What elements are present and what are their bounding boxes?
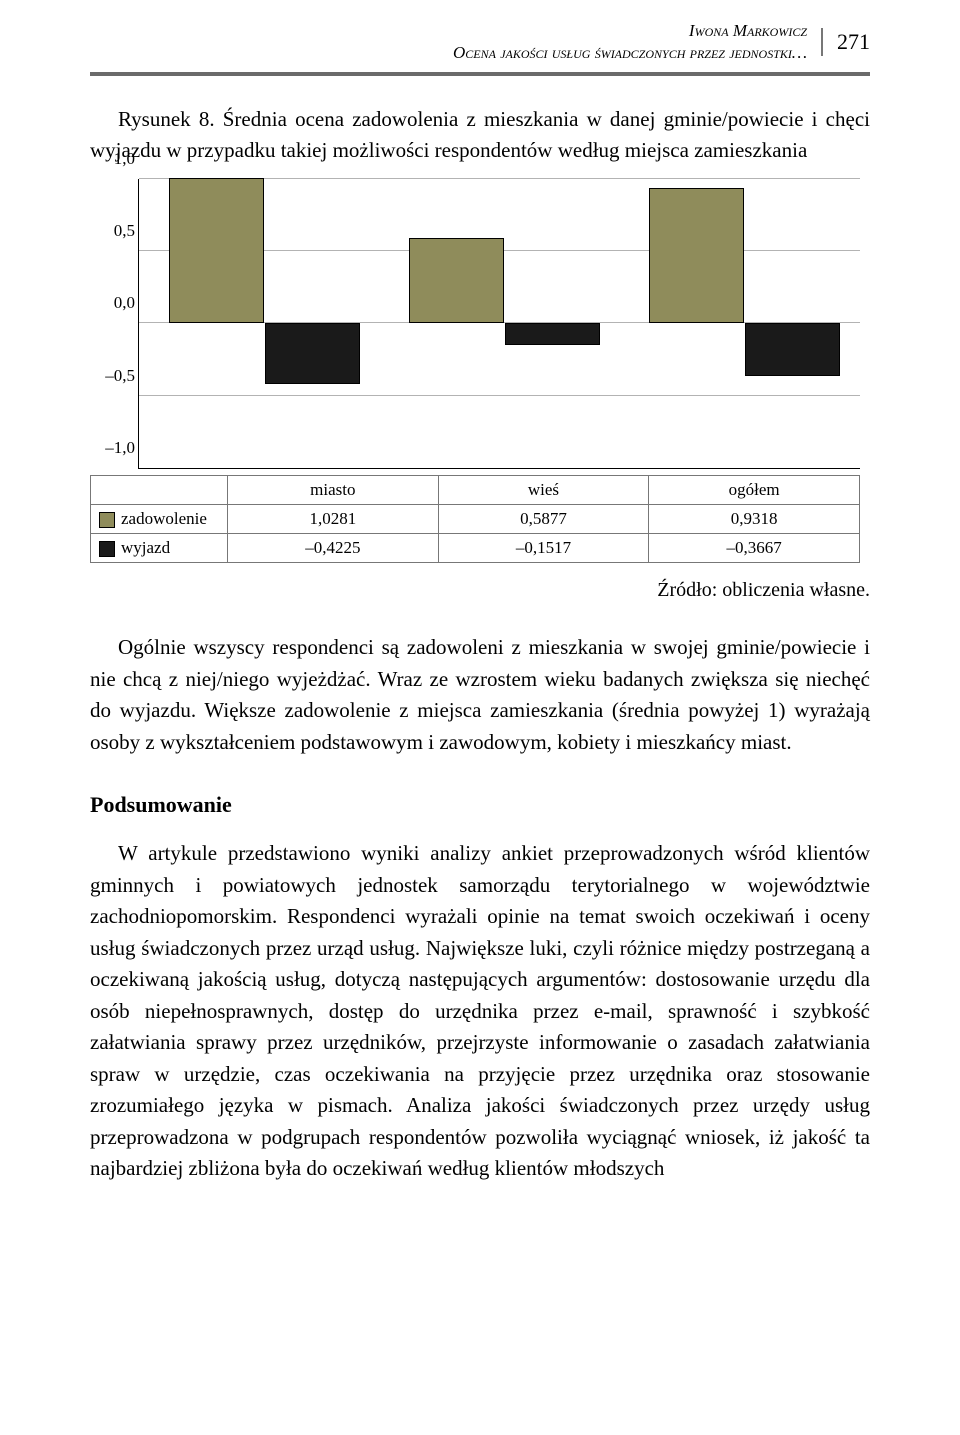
table-row: zadowolenie 1,0281 0,5877 0,9318 <box>91 505 860 534</box>
legend-label: wyjazd <box>121 538 170 557</box>
paragraph-discussion: Ogólnie wszyscy respondenci są zadowolen… <box>90 632 870 758</box>
bar-wyjazd-miasto <box>265 323 360 384</box>
legend-label: zadowolenie <box>121 509 207 528</box>
cell-zad-wies: 0,5877 <box>438 505 649 534</box>
column-header-wies: wieś <box>438 476 649 505</box>
table-row: miasto wieś ogółem <box>91 476 860 505</box>
bar-chart: 1,0 0,5 0,0 0,5 1,0 miasto wieś ogółem z… <box>90 179 860 563</box>
cell-zad-miasto: 1,0281 <box>228 505 439 534</box>
bar-zadowolenie-ogolem <box>649 188 744 323</box>
cell-wyj-ogolem: 0,3667 <box>649 534 860 563</box>
table-row: wyjazd 0,4225 0,1517 0,3667 <box>91 534 860 563</box>
chart-plot: 1,0 0,5 0,0 0,5 1,0 <box>138 179 860 469</box>
figure-label: Rysunek 8. <box>118 107 215 131</box>
table-corner <box>91 476 228 505</box>
legend-zadowolenie: zadowolenie <box>91 505 228 534</box>
swatch-zadowolenie-icon <box>99 512 115 528</box>
header-running-title: Ocena jakości usług świadczonych przez j… <box>453 42 807 64</box>
y-tick-label: 1,0 <box>95 438 135 458</box>
figure-caption: Rysunek 8. Średnia ocena zadowolenia z m… <box>90 104 870 165</box>
y-tick-label: 0,5 <box>95 221 135 241</box>
section-heading-podsumowanie: Podsumowanie <box>90 792 870 818</box>
column-header-ogolem: ogółem <box>649 476 860 505</box>
bar-zadowolenie-miasto <box>169 178 264 323</box>
gridline <box>139 395 860 396</box>
y-tick-label: 0,5 <box>95 366 135 386</box>
page-number: 271 <box>821 28 870 57</box>
column-header-miasto: miasto <box>228 476 439 505</box>
cell-wyj-miasto: 0,4225 <box>228 534 439 563</box>
cell-wyj-wies: 0,1517 <box>438 534 649 563</box>
legend-wyjazd: wyjazd <box>91 534 228 563</box>
paragraph-summary: W artykule przedstawiono wyniki analizy … <box>90 838 870 1185</box>
cell-zad-ogolem: 0,9318 <box>649 505 860 534</box>
bar-wyjazd-wies <box>505 323 600 345</box>
header-author: Iwona Markowicz <box>453 20 807 42</box>
swatch-wyjazd-icon <box>99 541 115 557</box>
figure-source: Źródło: obliczenia własne. <box>90 579 870 602</box>
chart-data-table: miasto wieś ogółem zadowolenie 1,0281 0,… <box>90 475 860 563</box>
bar-zadowolenie-wies <box>409 238 504 323</box>
header-rule <box>90 72 870 76</box>
y-tick-label: 0,0 <box>95 293 135 313</box>
y-tick-label: 1,0 <box>95 149 135 169</box>
bar-wyjazd-ogolem <box>745 323 840 376</box>
running-head: Iwona Markowicz Ocena jakości usług świa… <box>90 20 870 76</box>
